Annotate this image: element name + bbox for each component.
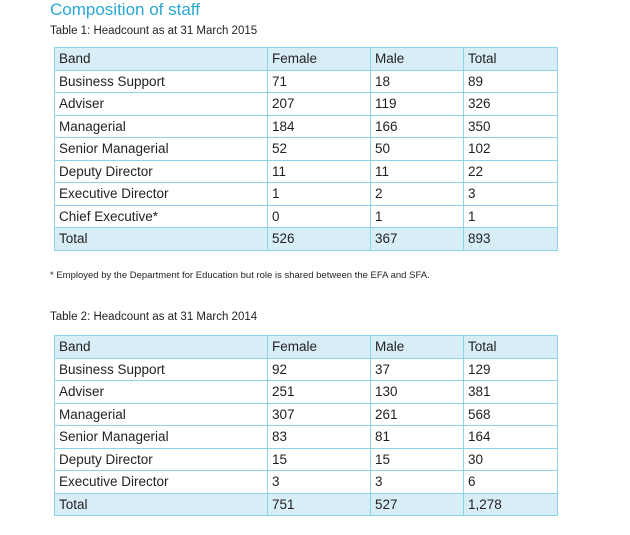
table-row: Deputy Director 15 15 30 [54, 447, 558, 471]
total-cell: 1 [463, 204, 558, 228]
female-cell: 92 [267, 357, 371, 381]
headcount-2015-table: Band Female Male Total Business Support 7… [54, 47, 558, 251]
female-cell: 1 [267, 182, 371, 206]
section-heading: Composition of staff [50, 0, 200, 19]
female-cell: 526 [267, 227, 371, 251]
column-header-band: Band [54, 335, 268, 359]
female-cell: 751 [267, 492, 371, 516]
column-header-total: Total [463, 335, 558, 359]
total-cell: 326 [463, 92, 558, 116]
table-total-row: Total 526 367 893 [54, 227, 558, 251]
male-cell: 166 [370, 114, 464, 138]
male-cell: 50 [370, 137, 464, 161]
table1-caption: Table 1: Headcount as at 31 March 2015 [50, 25, 258, 37]
band-cell: Managerial [54, 114, 268, 138]
male-cell: 3 [370, 470, 464, 494]
male-cell: 527 [370, 492, 464, 516]
female-cell: 83 [267, 425, 371, 449]
total-cell: 30 [463, 447, 558, 471]
total-cell: 568 [463, 402, 558, 426]
band-cell: Chief Executive* [54, 204, 268, 228]
band-cell: Managerial [54, 402, 268, 426]
column-header-male: Male [370, 47, 464, 71]
table-header-row: Band Female Male Total [54, 335, 558, 359]
column-header-band: Band [54, 47, 268, 71]
table-header-row: Band Female Male Total [54, 47, 558, 71]
table-row: Chief Executive* 0 1 1 [54, 204, 558, 228]
band-cell: Adviser [54, 380, 268, 404]
headcount-2014-table: Band Female Male Total Business Support 9… [54, 335, 558, 516]
total-cell: 3 [463, 182, 558, 206]
female-cell: 207 [267, 92, 371, 116]
band-cell: Deputy Director [54, 159, 268, 183]
table-row: Deputy Director 11 11 22 [54, 159, 558, 183]
male-cell: 1 [370, 204, 464, 228]
female-cell: 3 [267, 470, 371, 494]
table-row: Executive Director 3 3 6 [54, 470, 558, 494]
male-cell: 18 [370, 69, 464, 93]
female-cell: 52 [267, 137, 371, 161]
total-cell: 22 [463, 159, 558, 183]
total-cell: 164 [463, 425, 558, 449]
band-cell: Senior Managerial [54, 137, 268, 161]
female-cell: 307 [267, 402, 371, 426]
band-cell: Total [54, 492, 268, 516]
total-cell: 893 [463, 227, 558, 251]
table-row: Managerial 184 166 350 [54, 114, 558, 138]
male-cell: 367 [370, 227, 464, 251]
band-cell: Deputy Director [54, 447, 268, 471]
female-cell: 251 [267, 380, 371, 404]
table-row: Executive Director 1 2 3 [54, 182, 558, 206]
column-header-female: Female [267, 335, 371, 359]
female-cell: 15 [267, 447, 371, 471]
band-cell: Executive Director [54, 182, 268, 206]
total-cell: 1,278 [463, 492, 558, 516]
male-cell: 11 [370, 159, 464, 183]
male-cell: 15 [370, 447, 464, 471]
total-cell: 6 [463, 470, 558, 494]
male-cell: 81 [370, 425, 464, 449]
total-cell: 350 [463, 114, 558, 138]
table-row: Adviser 207 119 326 [54, 92, 558, 116]
female-cell: 71 [267, 69, 371, 93]
total-cell: 102 [463, 137, 558, 161]
table-row: Senior Managerial 52 50 102 [54, 137, 558, 161]
column-header-total: Total [463, 47, 558, 71]
band-cell: Business Support [54, 69, 268, 93]
table-row: Senior Managerial 83 81 164 [54, 425, 558, 449]
male-cell: 130 [370, 380, 464, 404]
total-cell: 89 [463, 69, 558, 93]
table-row: Managerial 307 261 568 [54, 402, 558, 426]
table-row: Business Support 92 37 129 [54, 357, 558, 381]
footnote: * Employed by the Department for Educati… [50, 270, 430, 281]
total-cell: 129 [463, 357, 558, 381]
male-cell: 37 [370, 357, 464, 381]
male-cell: 119 [370, 92, 464, 116]
table-row: Adviser 251 130 381 [54, 380, 558, 404]
table2-caption: Table 2: Headcount as at 31 March 2014 [50, 311, 258, 323]
male-cell: 2 [370, 182, 464, 206]
female-cell: 184 [267, 114, 371, 138]
band-cell: Adviser [54, 92, 268, 116]
band-cell: Senior Managerial [54, 425, 268, 449]
male-cell: 261 [370, 402, 464, 426]
total-cell: 381 [463, 380, 558, 404]
table-total-row: Total 751 527 1,278 [54, 492, 558, 516]
female-cell: 11 [267, 159, 371, 183]
table-row: Business Support 71 18 89 [54, 69, 558, 93]
female-cell: 0 [267, 204, 371, 228]
column-header-female: Female [267, 47, 371, 71]
band-cell: Executive Director [54, 470, 268, 494]
band-cell: Total [54, 227, 268, 251]
band-cell: Business Support [54, 357, 268, 381]
column-header-male: Male [370, 335, 464, 359]
